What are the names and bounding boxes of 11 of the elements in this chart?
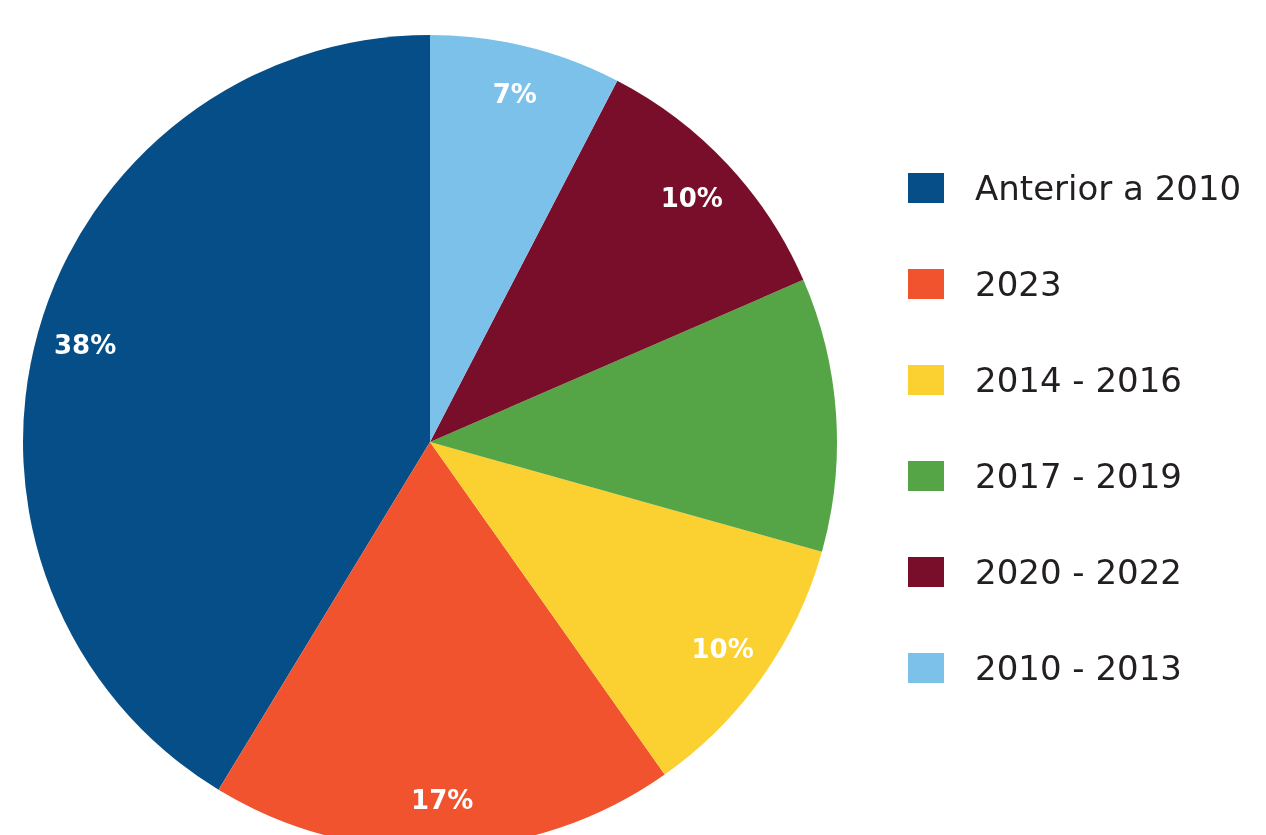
data-label: 38% [54, 330, 117, 361]
data-label: 10% [660, 182, 723, 213]
legend-label: 2023 [975, 264, 1062, 304]
legend-label: 2017 - 2019 [975, 456, 1182, 496]
legend-label: Anterior a 2010 [975, 168, 1242, 208]
data-label: 10% [691, 633, 754, 664]
legend-label: 2020 - 2022 [975, 552, 1182, 592]
data-label: 7% [492, 79, 537, 110]
data-label: 17% [411, 784, 474, 815]
legend-label: 2010 - 2013 [975, 648, 1182, 688]
legend-label: 2014 - 2016 [975, 360, 1182, 400]
